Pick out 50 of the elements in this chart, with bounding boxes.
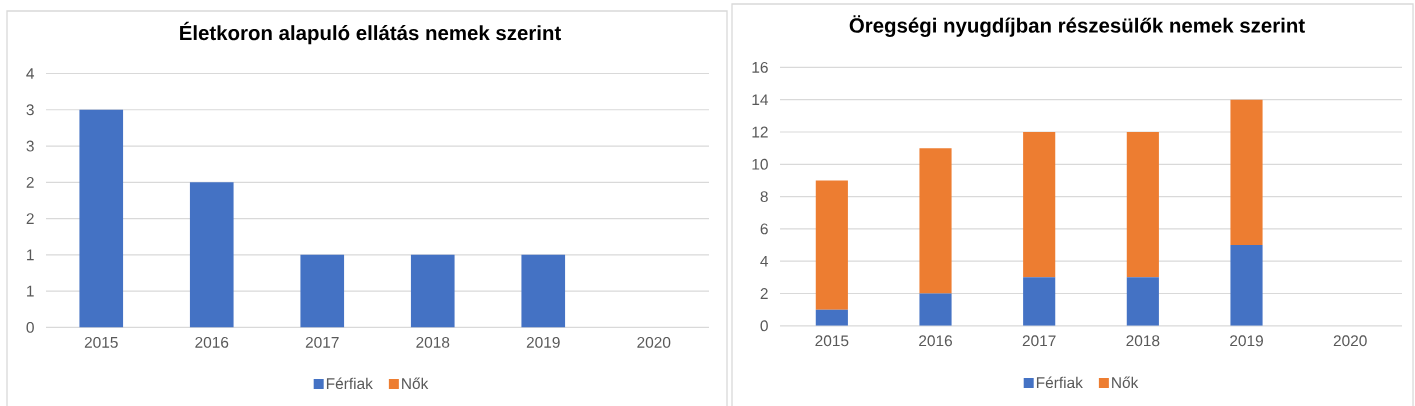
y-tick-label: 6 [760, 223, 768, 235]
y-tick-label: 2 [760, 288, 768, 299]
y-tick-label: 8 [760, 191, 768, 203]
legend-label: Férfiak [326, 377, 373, 390]
bar [521, 254, 566, 328]
x-tick-label: 2017 [1022, 335, 1056, 347]
bar [1230, 99, 1263, 246]
y-tick-label: 10 [752, 158, 768, 170]
bar [410, 254, 455, 328]
x-tick-label: 2019 [526, 336, 560, 348]
y-tick-label: 3 [26, 140, 34, 152]
bar [815, 180, 848, 310]
y-tick-label: 0 [26, 321, 34, 333]
y-tick-label: 0 [760, 320, 768, 332]
chart-title: Életkoron alapuló ellátás nemek szerint [180, 21, 561, 45]
y-tick-label: 2 [26, 176, 34, 188]
x-tick-label: 2015 [84, 336, 118, 348]
legend-label: Férfiak [1036, 376, 1083, 389]
x-tick-label: 2017 [305, 336, 339, 348]
x-tick-label: 2018 [416, 336, 450, 348]
y-tick-label: 3 [26, 104, 34, 116]
bar [1023, 277, 1056, 326]
y-tick-label: 4 [26, 68, 35, 79]
y-tick-label: 1 [27, 249, 34, 261]
x-tick-label: 2016 [195, 336, 229, 348]
x-tick-label: 2016 [919, 335, 952, 347]
y-tick-label: 4 [760, 255, 769, 267]
bar [919, 293, 952, 326]
bar [1126, 132, 1159, 278]
x-tick-label: 2015 [815, 335, 849, 347]
bar [919, 148, 952, 294]
chart-title: Öregségi nyugdíjban részesülők nemek szerint [849, 15, 1305, 37]
bar [1230, 245, 1263, 326]
bar [79, 109, 124, 328]
x-tick-label: 2020 [1333, 335, 1367, 347]
legend-label: Nők [1112, 376, 1139, 389]
bar [815, 309, 848, 326]
bar [300, 254, 345, 328]
y-tick-label: 14 [752, 94, 769, 106]
x-tick-label: 2019 [1230, 335, 1263, 347]
legend-label: Nők [402, 377, 429, 390]
bar [1126, 277, 1159, 326]
bar [1023, 132, 1056, 278]
y-tick-label: 16 [752, 61, 768, 73]
y-tick-label: 12 [752, 126, 768, 138]
y-tick-label: 2 [26, 213, 34, 224]
bar [189, 182, 234, 328]
y-tick-label: 1 [27, 285, 34, 297]
x-tick-label: 2018 [1126, 335, 1160, 347]
x-tick-label: 2020 [637, 336, 671, 348]
